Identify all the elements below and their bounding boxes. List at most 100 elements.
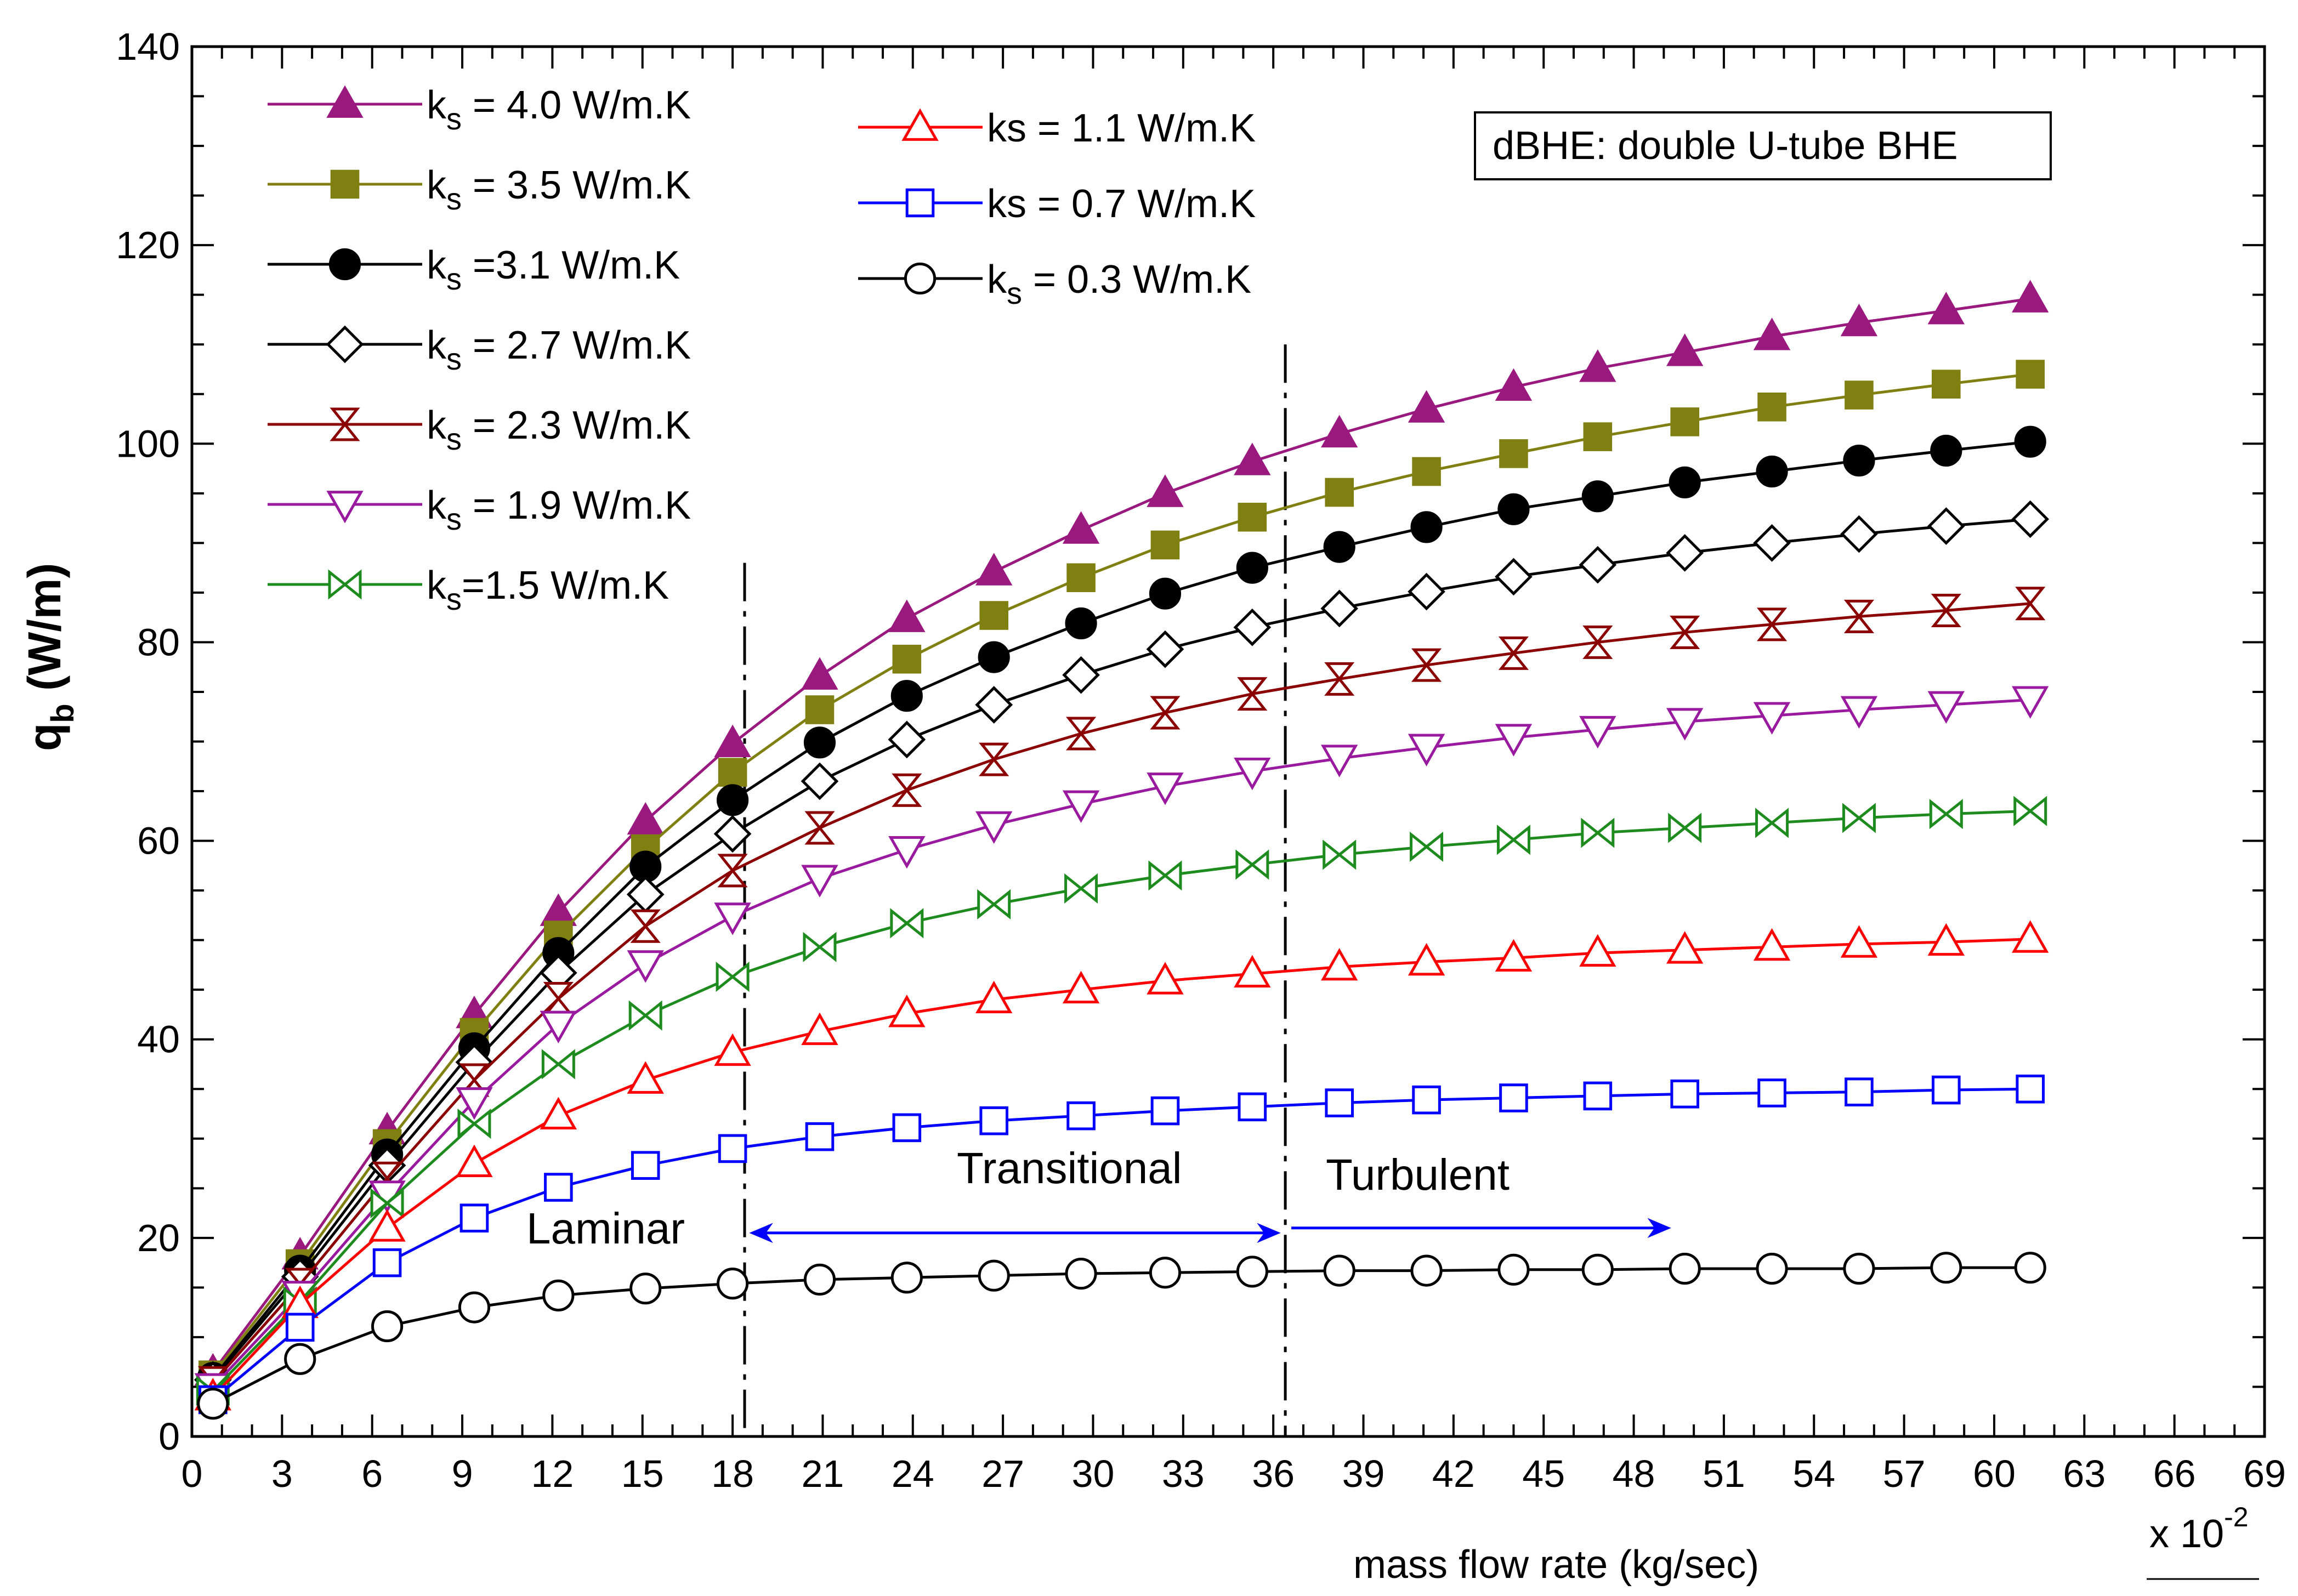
data-point (1498, 636, 1529, 670)
data-point (1931, 593, 1961, 627)
y-title-unit: (W/m) (19, 563, 70, 704)
marker-shape (1149, 1257, 1182, 1289)
marker-shape (1320, 589, 1359, 628)
data-point (627, 950, 664, 983)
series-line (212, 698, 2030, 1388)
marker-shape (1932, 370, 1961, 399)
data-point (370, 1188, 404, 1219)
marker-shape (1668, 813, 1702, 843)
data-point (2016, 360, 2045, 389)
marker-shape (1323, 531, 1355, 563)
marker-shape (1062, 790, 1100, 823)
marker-shape (1410, 831, 1444, 862)
data-point (713, 815, 752, 853)
data-point (541, 1049, 575, 1080)
y-tick-label: 60 (137, 820, 180, 862)
marker-shape (718, 1134, 747, 1163)
legend-label-rest: =1.5 W/m.K (462, 564, 669, 607)
marker-shape (1325, 478, 1354, 507)
marker-shape (1845, 380, 1874, 410)
marker-shape (1065, 717, 1097, 751)
marker-shape (544, 1173, 573, 1202)
data-point (197, 1388, 229, 1420)
marker-shape (904, 262, 937, 295)
marker-shape (2012, 280, 2049, 313)
data-point (1845, 1077, 1874, 1106)
marker-shape (1931, 593, 1961, 627)
data-point (630, 909, 661, 943)
y-title-main: q (19, 723, 70, 751)
data-point (1929, 799, 1963, 830)
data-point (1581, 817, 1615, 848)
data-point (1840, 303, 1878, 337)
data-point (1753, 702, 1791, 735)
data-point (714, 724, 751, 758)
marker-shape (1930, 434, 1962, 467)
marker-shape (1666, 534, 1704, 572)
x-tick-label: 27 (981, 1452, 1024, 1495)
y-tick-label: 140 (116, 25, 180, 68)
data-point (1411, 648, 1442, 682)
data-point (979, 1106, 1008, 1135)
data-point (975, 553, 1013, 586)
marker-shape (1666, 333, 1704, 366)
data-point (1845, 380, 1874, 410)
data-point (1065, 607, 1097, 640)
data-point (1927, 691, 1965, 724)
legend-label-rest: = 2.7 W/m.K (462, 323, 691, 367)
marker-shape (1408, 572, 1445, 611)
x-tick-label: 33 (1162, 1452, 1205, 1495)
marker-shape (716, 784, 749, 816)
marker-shape (1410, 511, 1443, 543)
data-point (890, 1262, 923, 1294)
x-tick-label: 39 (1342, 1452, 1385, 1495)
data-point (1147, 773, 1184, 805)
marker-shape (1753, 524, 1791, 562)
x-axis-multiplier: x 10-2 (2149, 1502, 2249, 1556)
marker-shape (1930, 1252, 1962, 1284)
marker-shape (1929, 799, 1963, 830)
marker-shape (801, 762, 839, 800)
data-point (627, 1061, 664, 1094)
marker-shape (1927, 507, 1965, 545)
legend-label-rest: = 4.0 W/m.K (462, 83, 691, 127)
marker-shape (1497, 1253, 1530, 1286)
data-point (1234, 757, 1271, 791)
y-axis-title: qb (W/m) (19, 563, 81, 751)
marker-shape (1927, 691, 1965, 724)
legend-item: ks = 0.3 W/m.K (858, 258, 1251, 310)
marker-shape (1238, 502, 1267, 532)
marker-shape (326, 325, 364, 363)
series-line (212, 809, 2030, 1392)
marker-shape (1843, 444, 1875, 477)
series-1 (198, 360, 2045, 1390)
marker-shape (1062, 511, 1100, 544)
data-point (1149, 1257, 1182, 1289)
marker-shape (1666, 708, 1704, 741)
data-point (1147, 474, 1184, 507)
data-point (284, 1343, 316, 1375)
series-7 (194, 920, 2049, 1411)
marker-shape (1583, 422, 1613, 451)
legend-label-rest: = 1.9 W/m.K (462, 484, 691, 527)
data-point (1323, 1254, 1355, 1287)
legend-label-subscript: s (446, 342, 462, 376)
data-point (1497, 1253, 1530, 1286)
data-point (892, 1113, 922, 1143)
data-point (372, 1248, 402, 1277)
legend-label-subscript: s (446, 181, 462, 216)
data-point (2015, 587, 2046, 621)
data-point (1149, 577, 1182, 610)
marker-shape (978, 641, 1010, 673)
x-tick-label: 66 (2153, 1452, 2196, 1495)
data-point (628, 1000, 662, 1031)
data-point (1325, 478, 1354, 507)
marker-shape (975, 980, 1013, 1014)
marker-shape (631, 1151, 660, 1180)
data-point (1233, 608, 1272, 646)
marker-shape (888, 995, 926, 1027)
marker-shape (627, 1061, 664, 1094)
marker-shape (2015, 587, 2046, 621)
data-point (627, 802, 664, 835)
marker-shape (1323, 1254, 1355, 1287)
